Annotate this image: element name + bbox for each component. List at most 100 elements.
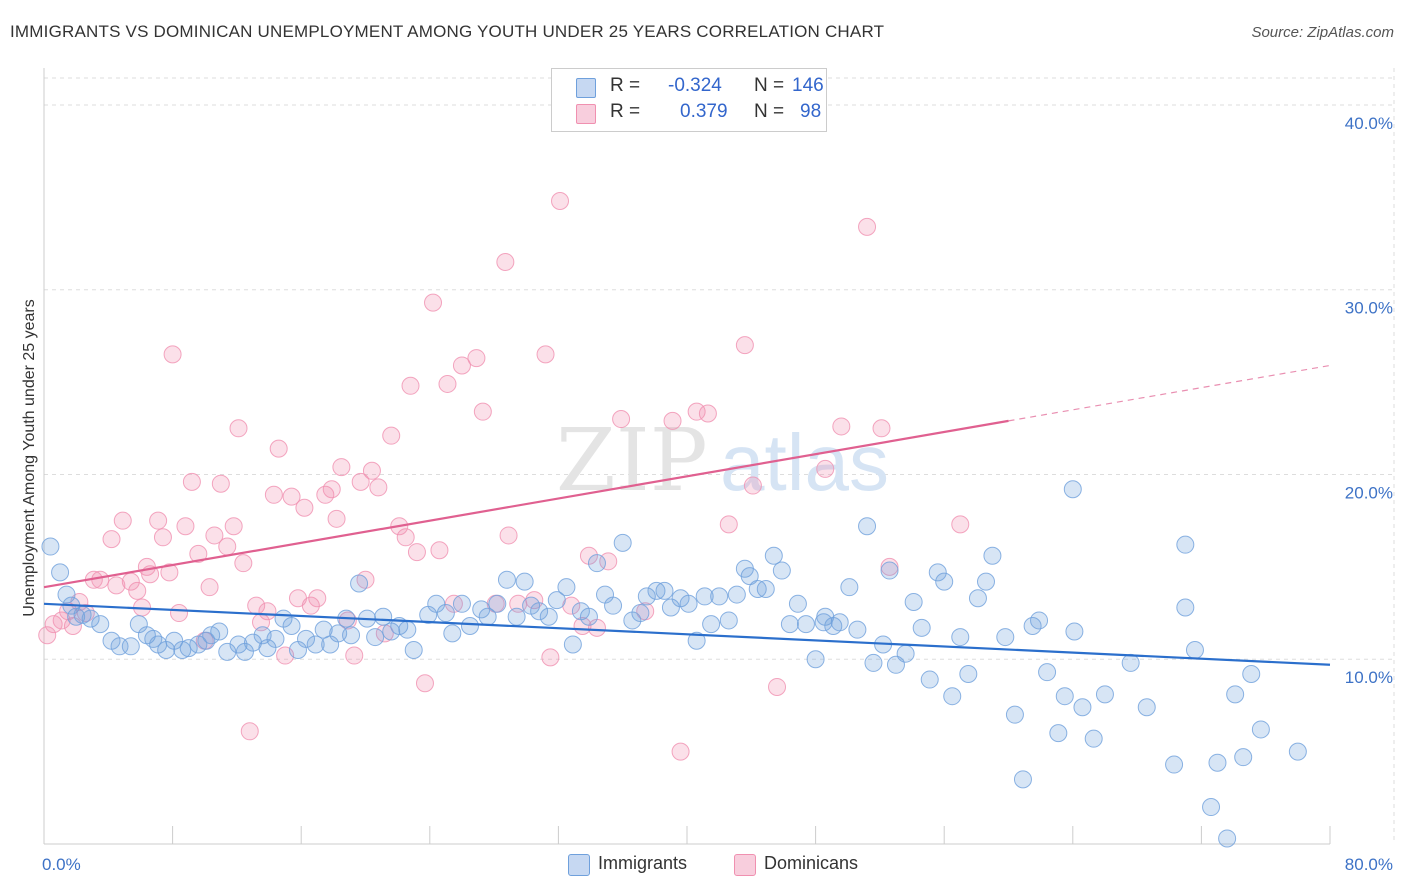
immigrants-point (374, 607, 393, 626)
legend-r-value: -0.324 (668, 75, 722, 96)
legend-r-value: 0.379 (680, 101, 728, 122)
immigrants-point (655, 581, 674, 600)
immigrants-trend-line (43, 602, 1331, 666)
dominicans-point (218, 537, 237, 556)
immigrants-point (427, 594, 446, 613)
immigrants-point (1176, 535, 1195, 554)
immigrants-point (679, 594, 698, 613)
immigrants-point (488, 594, 507, 613)
dominicans-point (160, 563, 179, 582)
dominicans-point (258, 602, 277, 621)
dominicans-point (768, 677, 787, 696)
immigrants-point (687, 631, 706, 650)
immigrants-point (1137, 698, 1156, 717)
immigrants-point (173, 641, 192, 659)
dominicans-point (332, 458, 351, 477)
dominicans-point (951, 515, 970, 534)
immigrants-point (297, 629, 316, 648)
immigrants-point (539, 607, 558, 626)
immigrants-point (197, 631, 216, 650)
immigrants-point (840, 578, 859, 597)
immigrants-point (1234, 748, 1253, 767)
dominicans-point (308, 589, 327, 608)
dominicans-point (52, 611, 71, 630)
legend-n-value: 146 (792, 75, 824, 96)
tick-labels: 10.0% 20.0% 30.0% 40.0% 0.0% 80.0% (42, 114, 1393, 874)
dominicans-trend-line (43, 419, 1009, 589)
dominicans-point (170, 604, 189, 623)
watermark: ZIP atlas (556, 411, 889, 511)
immigrants-point (472, 600, 491, 619)
immigrants-point (848, 620, 867, 639)
immigrants-point (928, 563, 947, 582)
dominicans-point (832, 417, 851, 436)
dominicans-point (671, 742, 690, 761)
immigrants-point (935, 572, 954, 591)
dominicans-point (612, 410, 631, 429)
immigrants-point (702, 615, 721, 634)
dominicans-point (415, 674, 434, 693)
immigrants-point (1063, 480, 1082, 499)
immigrants-point (613, 533, 632, 552)
immigrants-point (144, 629, 163, 648)
legend-swatch-immigrants (576, 78, 596, 98)
immigrants-point (710, 587, 729, 606)
immigrants-point (896, 644, 915, 663)
immigrants-point (996, 628, 1015, 647)
legend-n-value: 98 (800, 101, 822, 122)
dominicans-point (369, 478, 388, 497)
immigrants-point (968, 589, 987, 608)
immigrants-point (179, 639, 198, 658)
dominicans-point (295, 498, 314, 517)
dominicans-point (301, 596, 320, 615)
immigrants-point (1121, 653, 1140, 672)
dominicans-points (38, 192, 970, 761)
dominicans-point (107, 576, 126, 595)
bottom-legend-swatch-dominicans (734, 854, 756, 876)
immigrants-point (579, 607, 598, 626)
immigrants-point (880, 561, 899, 580)
dominicans-point (176, 517, 195, 536)
dominicans-point (719, 515, 738, 534)
dominicans-point (396, 528, 415, 547)
dominicans-point (452, 356, 471, 375)
dominicans-point (240, 722, 259, 741)
immigrants-point (983, 546, 1002, 565)
x-tick-label-min: 0.0% (42, 855, 81, 874)
correlation-legend: R = -0.324 N = 146 R = 0.379 N = 98 (551, 68, 827, 132)
legend-n-label: N = (754, 75, 785, 96)
immigrants-point (604, 596, 623, 615)
immigrants-point (1288, 742, 1307, 761)
immigrants-point (1218, 829, 1237, 848)
dominicans-point (189, 544, 208, 563)
immigrants-point (266, 629, 285, 648)
immigrants-point (218, 642, 237, 661)
dominicans-point (234, 554, 253, 573)
immigrants-point (1049, 724, 1068, 743)
y-tick-label: 40.0% (1345, 114, 1393, 133)
immigrants-point (740, 567, 759, 586)
immigrants-point (772, 561, 791, 580)
immigrants-point (557, 578, 576, 597)
legend-swatch-dominicans (576, 104, 596, 124)
dominicans-point (687, 402, 706, 421)
dominicans-point (269, 439, 288, 458)
dominicans-point (438, 374, 457, 393)
dominicans-point (473, 402, 492, 421)
x-tick-label-max: 80.0% (1345, 855, 1393, 874)
immigrants-point (91, 615, 110, 634)
immigrants-point (81, 609, 100, 628)
immigrants-point (210, 622, 229, 641)
immigrants-point (436, 604, 455, 623)
dominicans-point (880, 557, 899, 576)
legend-r-label: R = (610, 101, 641, 122)
immigrants-point (587, 554, 606, 573)
legend-r-label: R = (610, 75, 641, 96)
immigrants-point (814, 613, 833, 632)
bottom-legend-swatch-immigrants (568, 854, 590, 876)
dominicans-point (102, 530, 121, 549)
immigrants-point (695, 587, 714, 606)
dominicans-point (149, 511, 168, 530)
bottom-legend-label-immigrants: Immigrants (598, 853, 688, 873)
